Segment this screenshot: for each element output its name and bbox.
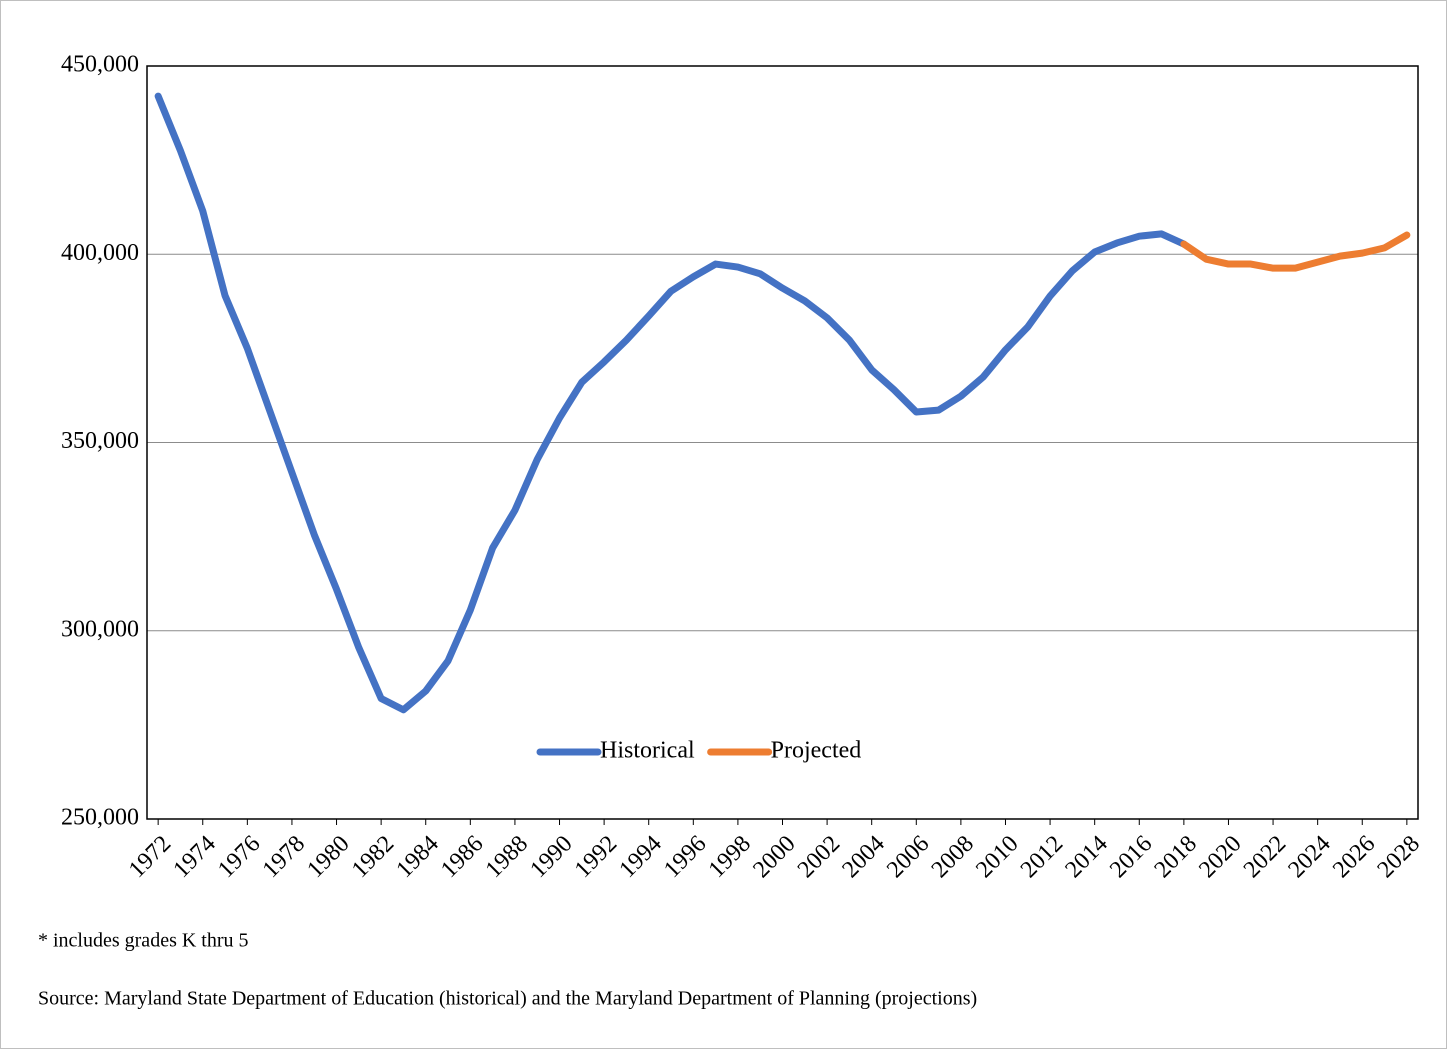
legend-label: Projected <box>771 738 862 764</box>
y-tick-label: 300,000 <box>61 616 139 642</box>
footnote: * includes grades K thru 5 <box>38 930 249 952</box>
line-series <box>154 92 1188 714</box>
y-tick-label: 450,000 <box>61 52 139 78</box>
y-tick-label: 400,000 <box>61 240 139 266</box>
source-note: Source: Maryland State Department of Edu… <box>38 988 977 1010</box>
y-tick-label: 250,000 <box>61 805 139 831</box>
line-series <box>1180 231 1411 272</box>
legend-label: Historical <box>600 738 695 764</box>
y-tick-label: 350,000 <box>61 428 139 454</box>
